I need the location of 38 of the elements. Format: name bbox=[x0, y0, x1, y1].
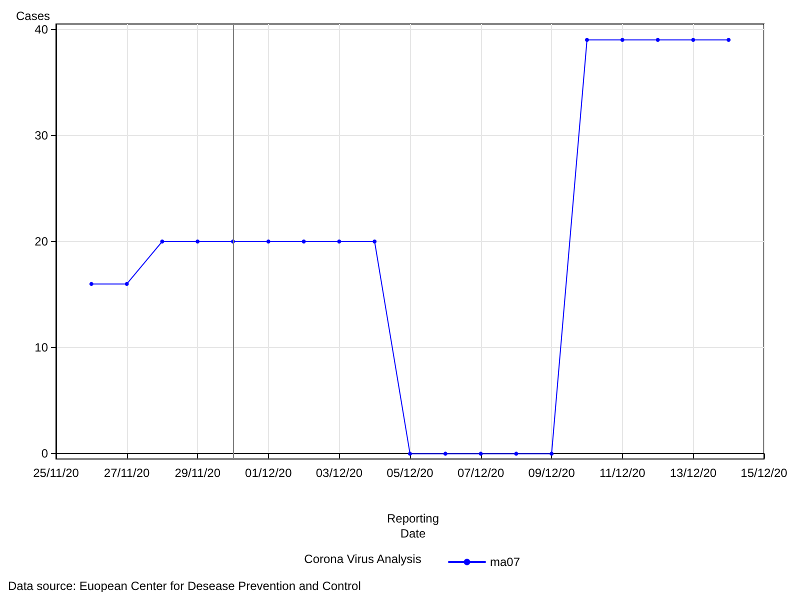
point bbox=[302, 240, 306, 244]
x-tick-label: 29/11/20 bbox=[174, 466, 221, 480]
x-tick-label: 09/12/20 bbox=[528, 466, 576, 480]
legend-title: Corona Virus Analysis bbox=[304, 552, 422, 566]
point bbox=[656, 38, 660, 42]
point bbox=[408, 452, 412, 456]
x-axis-title: Reporting Date bbox=[386, 512, 440, 540]
point bbox=[620, 38, 624, 42]
point bbox=[160, 240, 164, 244]
x-tick-label: 27/11/20 bbox=[104, 466, 150, 480]
x-tick-label: 15/12/20 bbox=[740, 466, 788, 480]
x-tick-label: 03/12/20 bbox=[316, 466, 363, 480]
point bbox=[691, 38, 696, 42]
point bbox=[196, 240, 200, 244]
point bbox=[550, 452, 554, 456]
y-axis-title: Cases bbox=[16, 9, 50, 23]
y-tick-label: 10 bbox=[34, 340, 48, 355]
point bbox=[372, 240, 377, 244]
point bbox=[337, 240, 342, 244]
x-tick-label: 11/12/20 bbox=[599, 466, 646, 480]
y-tick-label: 20 bbox=[34, 234, 48, 248]
x-tick-label: 25/11/20 bbox=[33, 466, 80, 480]
y-tick-label: 30 bbox=[34, 128, 48, 142]
x-tick-label: 05/12/20 bbox=[386, 466, 434, 480]
point bbox=[514, 452, 518, 456]
point bbox=[266, 240, 270, 244]
x-tick-label: 07/12/20 bbox=[457, 466, 504, 480]
point bbox=[478, 452, 483, 456]
point bbox=[585, 38, 589, 42]
x-tick-label: 13/12/20 bbox=[670, 466, 717, 480]
y-tick-label: 40 bbox=[34, 22, 48, 36]
point bbox=[726, 38, 731, 42]
point bbox=[124, 282, 129, 286]
point bbox=[443, 452, 448, 456]
y-tick-label: 0 bbox=[41, 446, 48, 461]
legend-label: ma07 bbox=[490, 555, 520, 569]
point bbox=[89, 282, 94, 286]
x-tick-label: 01/12/20 bbox=[245, 466, 292, 480]
